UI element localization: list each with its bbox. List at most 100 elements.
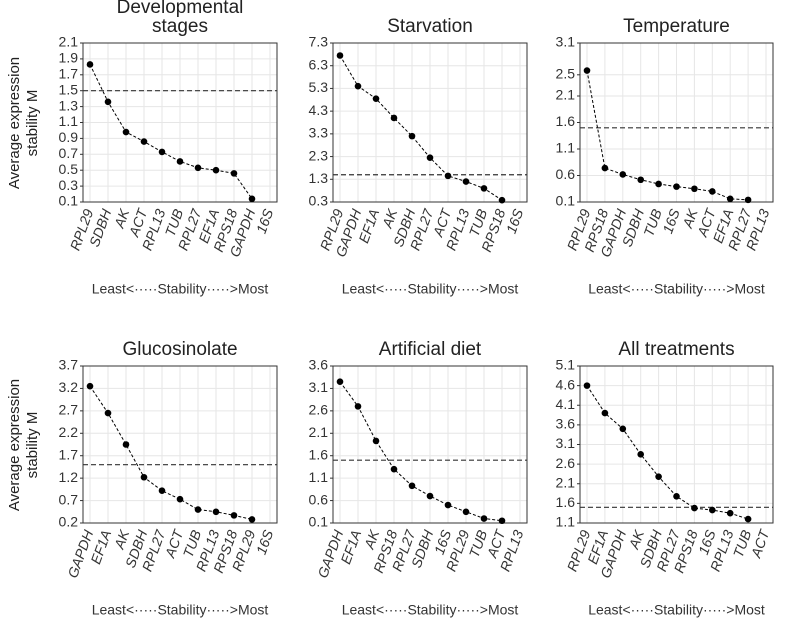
y-tick-label: 0.6 [309, 491, 329, 507]
data-point [336, 378, 344, 386]
plot-frame [332, 42, 528, 203]
y-tick-label: 3.6 [556, 416, 576, 432]
data-point [498, 196, 506, 204]
x-tick-label: AK [111, 206, 133, 231]
chart-title: Starvation [387, 16, 473, 37]
chart-title: Artificial diet [378, 339, 482, 360]
series-line [89, 385, 253, 520]
y-tick-label: 3.1 [556, 34, 576, 50]
data-point [744, 515, 752, 523]
y-tick-label: 1.5 [59, 81, 79, 97]
plot-frame [82, 365, 278, 524]
data-point [390, 114, 398, 122]
data-point [426, 154, 434, 162]
y-tick-label: 1.1 [309, 469, 329, 485]
data-point [248, 516, 256, 523]
data-point [637, 176, 644, 184]
y-tick-label: 1.1 [556, 514, 576, 530]
chart-title: All treatments [618, 339, 735, 360]
x-tick-label: ACT [747, 526, 772, 560]
data-point [86, 382, 94, 390]
y-tick-label: 0.3 [309, 193, 329, 209]
x-tick-label: AK [111, 527, 133, 552]
y-tick-label: 1.1 [59, 113, 79, 129]
data-point [673, 493, 680, 500]
data-point [230, 170, 238, 177]
y-tick-label: 1.3 [309, 170, 329, 186]
x-axis-label: Least<·····Stability·····>Most [342, 602, 519, 618]
x-axis-label: Least<·····Stability·····>Most [342, 281, 519, 297]
x-axis-label: Least<·····Stability·····>Most [588, 281, 765, 297]
plot-frame [579, 42, 774, 203]
data-point [709, 506, 716, 514]
data-point [248, 195, 256, 203]
y-tick-label: 2.5 [556, 66, 576, 82]
data-point [408, 482, 416, 490]
data-point [709, 188, 716, 195]
x-tick-label: AK [625, 527, 647, 552]
data-point [637, 451, 644, 458]
plot-frame [82, 42, 278, 203]
y-tick-label: 5.3 [309, 79, 329, 95]
data-point [726, 509, 734, 517]
data-point [655, 180, 662, 188]
y-tick-label: 3.1 [556, 435, 576, 451]
data-point [194, 164, 202, 172]
y-tick-label: 2.1 [59, 34, 79, 50]
y-tick-label: 4.3 [309, 102, 329, 118]
data-point [744, 196, 752, 204]
y-tick-label: 2.6 [309, 402, 329, 418]
y-tick-label: 0.1 [556, 193, 576, 209]
x-tick-label: 16S [253, 527, 277, 557]
data-point [691, 504, 698, 512]
data-point [619, 171, 627, 178]
y-tick-label: 3.3 [309, 125, 329, 141]
data-point [158, 148, 166, 156]
data-point [691, 185, 698, 193]
series-line [339, 55, 503, 201]
data-point [583, 382, 591, 389]
data-point [354, 82, 362, 90]
series-line [586, 70, 749, 201]
y-tick-label: 0.1 [309, 514, 329, 530]
x-tick-label: 16S [253, 206, 277, 236]
y-tick-label: 2.1 [556, 474, 576, 490]
data-point [212, 508, 220, 516]
data-point [176, 495, 184, 503]
data-point [408, 132, 416, 140]
data-point [673, 183, 680, 190]
data-point [444, 501, 452, 509]
plot-frame [579, 365, 774, 524]
data-point [601, 164, 609, 172]
x-axis-label: Least<·····Stability·····>Most [92, 281, 269, 297]
y-tick-label: 4.6 [556, 376, 576, 392]
series-line [339, 381, 503, 522]
data-point [104, 98, 112, 106]
x-tick-label: AK [361, 527, 383, 552]
data-point [726, 195, 734, 203]
data-point [462, 178, 470, 185]
y-tick-label: 0.7 [59, 145, 79, 161]
y-tick-label: 1.7 [59, 446, 79, 462]
data-point [372, 95, 380, 102]
x-tick-label: 16S [659, 206, 683, 236]
data-point [583, 67, 591, 74]
data-point [462, 508, 470, 516]
y-tick-label: 0.3 [59, 177, 79, 193]
data-point [104, 409, 112, 417]
series-line [89, 64, 253, 200]
data-point [426, 492, 434, 500]
y-tick-label: 0.9 [59, 129, 79, 145]
x-tick-label: AK [679, 206, 701, 231]
data-point [655, 473, 662, 480]
y-tick-label: 1.6 [556, 494, 576, 510]
y-axis-label: Average expression stability M [6, 378, 41, 511]
y-tick-label: 2.1 [556, 87, 576, 103]
data-point [140, 138, 148, 145]
data-point [212, 166, 220, 174]
y-tick-label: 2.7 [59, 402, 79, 418]
data-point [354, 403, 362, 410]
y-tick-label: 2.3 [309, 147, 329, 163]
